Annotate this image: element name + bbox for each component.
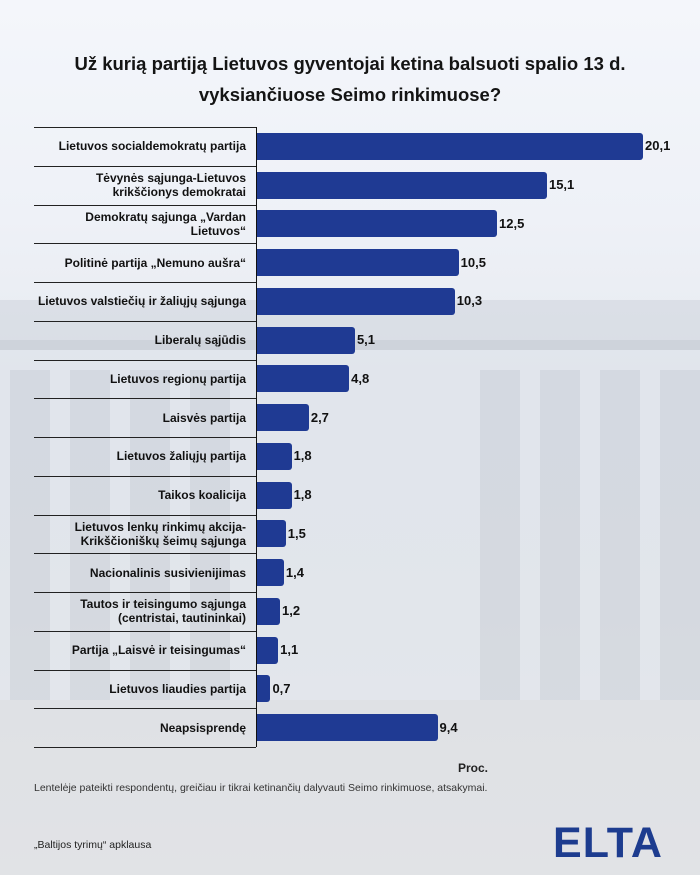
row-separator <box>34 204 256 206</box>
value-label: 10,3 <box>456 293 483 309</box>
value-label: 1,5 <box>287 525 306 541</box>
value-label: 2,7 <box>310 409 329 425</box>
value-label: 5,1 <box>356 332 376 348</box>
bar <box>257 404 309 432</box>
value-label: 10,5 <box>460 254 486 270</box>
bar <box>257 249 459 277</box>
bar <box>257 287 455 315</box>
category-label: Lietuvos žaliųjų partija <box>116 449 246 464</box>
row-separator <box>34 243 256 245</box>
value-label: 1,1 <box>280 642 299 658</box>
category-label: Lietuvos liaudies partija <box>109 681 246 696</box>
value-label: 1,8 <box>293 448 312 464</box>
row-separator <box>34 475 256 477</box>
bar <box>257 714 438 742</box>
category-label: Lietuvos lenkų rinkimų akcija-Krikščioni… <box>74 519 246 548</box>
row-separator <box>34 165 256 167</box>
bar <box>257 520 286 548</box>
row-separator <box>34 747 256 748</box>
row-separator <box>34 514 256 516</box>
row-separator <box>34 127 256 128</box>
category-label: Tėvynės sąjunga-Lietuvos krikščionys dem… <box>95 171 246 200</box>
value-label: 1,4 <box>285 564 304 580</box>
value-label: 1,2 <box>282 603 301 619</box>
row-separator <box>34 437 256 438</box>
building-backdrop-image <box>0 300 700 875</box>
category-label: Demokratų sąjunga „Vardan Lietuvos“ <box>85 209 246 238</box>
value-label: 15,1 <box>548 177 575 193</box>
category-label: Taikos koalicija <box>158 488 246 503</box>
row-separator <box>34 592 256 593</box>
bar <box>257 171 547 199</box>
value-label: 12,5 <box>499 215 525 231</box>
elta-logo: ELTA <box>553 819 663 864</box>
value-label: 0,7 <box>272 680 291 696</box>
bar <box>257 365 350 393</box>
bar <box>257 636 279 664</box>
bar <box>257 559 284 587</box>
category-label: Politinė partija „Nemuno aušra“ <box>64 255 246 270</box>
category-label: Nacionalinis susivienijimas <box>89 565 246 580</box>
category-label: Neapsisprendę <box>159 720 246 735</box>
chart-title: Už kurią partiją Lietuvos gyventojai ket… <box>74 53 626 105</box>
category-label: Laisvės partija <box>162 410 246 425</box>
category-label: Tautos ir teisingumo sąjunga (centristai… <box>80 597 246 626</box>
row-separator <box>34 708 256 710</box>
bar <box>257 597 281 625</box>
source-label: „Baltijos tyrimų“ apklausa <box>34 839 152 851</box>
row-separator <box>34 669 256 671</box>
bar <box>257 326 355 354</box>
row-separator <box>34 282 256 283</box>
svg-text:ELTA: ELTA <box>553 819 663 864</box>
value-label: 4,8 <box>351 370 370 386</box>
bar <box>257 132 643 160</box>
row-separator <box>34 398 256 400</box>
category-label: Lietuvos socialdemokratų partija <box>58 139 246 154</box>
row-separator <box>34 630 256 632</box>
category-label: Liberalų sąjūdis <box>154 333 246 348</box>
value-label: 9,4 <box>439 719 458 735</box>
value-label: 1,8 <box>293 487 312 503</box>
value-label: 20,1 <box>645 138 671 154</box>
category-label: Lietuvos regionų partija <box>109 371 246 386</box>
bar <box>257 675 271 703</box>
row-separator <box>34 359 256 361</box>
category-label: Lietuvos valstiečių ir žaliųjų sąjunga <box>37 294 246 309</box>
y-axis-line <box>256 127 257 747</box>
row-separator <box>34 320 256 322</box>
x-axis-unit-label: Proc. <box>458 761 489 775</box>
category-label: Partija „Laisvė ir teisingumas“ <box>71 643 246 658</box>
bar <box>257 442 292 470</box>
bar <box>257 481 292 509</box>
row-separator <box>34 553 256 555</box>
bar <box>257 210 498 238</box>
footnote: Lentelėje pateikti respondentų, greičiau… <box>34 782 488 794</box>
